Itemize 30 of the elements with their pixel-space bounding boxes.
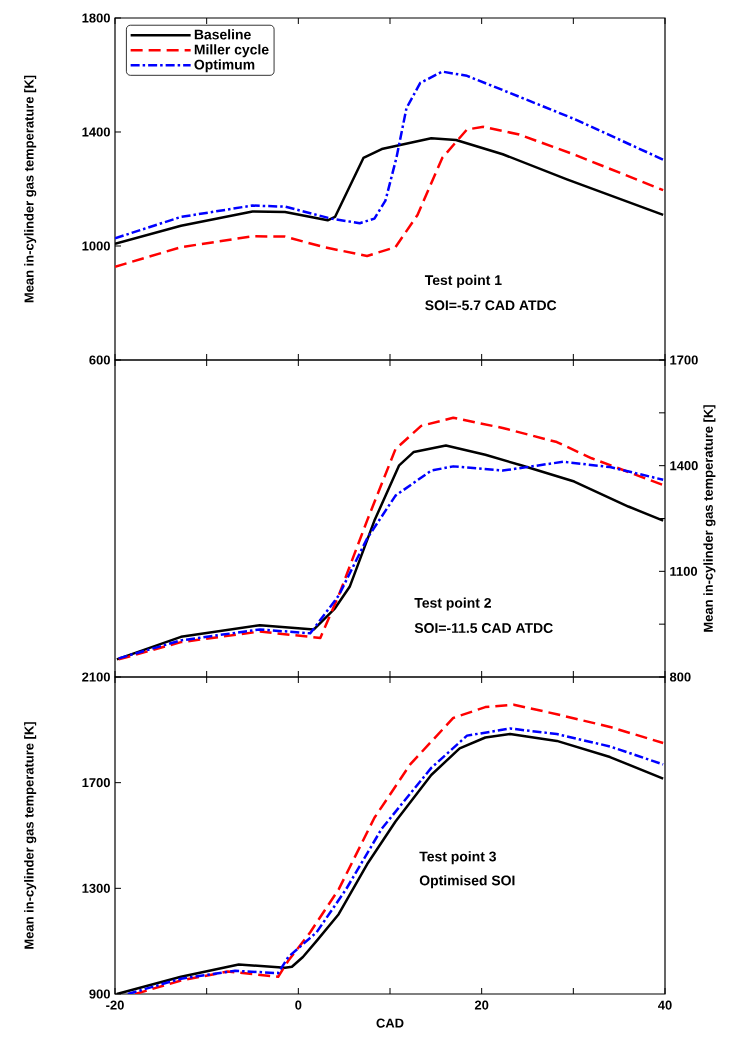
- x-tick-label: 20: [474, 1000, 489, 1010]
- annotation: Test point 2: [414, 597, 491, 611]
- y-tick-label: 1700: [82, 778, 110, 788]
- y-tick-label: 900: [89, 989, 110, 999]
- y2-tick-label: 1400: [670, 461, 698, 471]
- legend-label: Optimum: [194, 59, 255, 73]
- y-tick-label: 1000: [82, 241, 110, 251]
- y2-tick-label: 1700: [670, 355, 698, 365]
- legend-label: Miller cycle: [194, 44, 269, 58]
- y2-tick-label: 800: [669, 672, 691, 682]
- y-axis-title: Mean in-cylinder gas temperature [K]: [24, 75, 37, 303]
- annotation: SOI=-11.5 CAD ATDC: [414, 623, 553, 633]
- x-tick-label: 0: [295, 1000, 302, 1010]
- y2-tick-label: 1100: [670, 566, 698, 576]
- y2-axis-title: Mean in-cylinder gas temperature [K]: [703, 405, 716, 632]
- annotation: Optimised SOI: [419, 875, 515, 889]
- annotation: Test point 1: [424, 274, 502, 288]
- line-series: [115, 125, 665, 269]
- y-axis-title: Mean in-cylinder gas temperature [K]: [24, 722, 37, 949]
- legend-label: Baseline: [194, 29, 251, 40]
- y-tick-label: 600: [89, 355, 110, 365]
- y-tick-label: 1800: [82, 13, 110, 23]
- y-tick-label: 1400: [82, 127, 110, 137]
- y-tick-label: 2100: [82, 672, 110, 682]
- annotation: SOI=-5.7 CAD ATDC: [425, 300, 557, 311]
- y-tick-label: 1300: [82, 883, 110, 893]
- x-axis-title: CAD: [376, 1018, 404, 1028]
- x-tick-label: -20: [106, 1000, 124, 1010]
- x-tick-label: 40: [658, 1000, 672, 1010]
- annotation: Test point 3: [419, 851, 496, 865]
